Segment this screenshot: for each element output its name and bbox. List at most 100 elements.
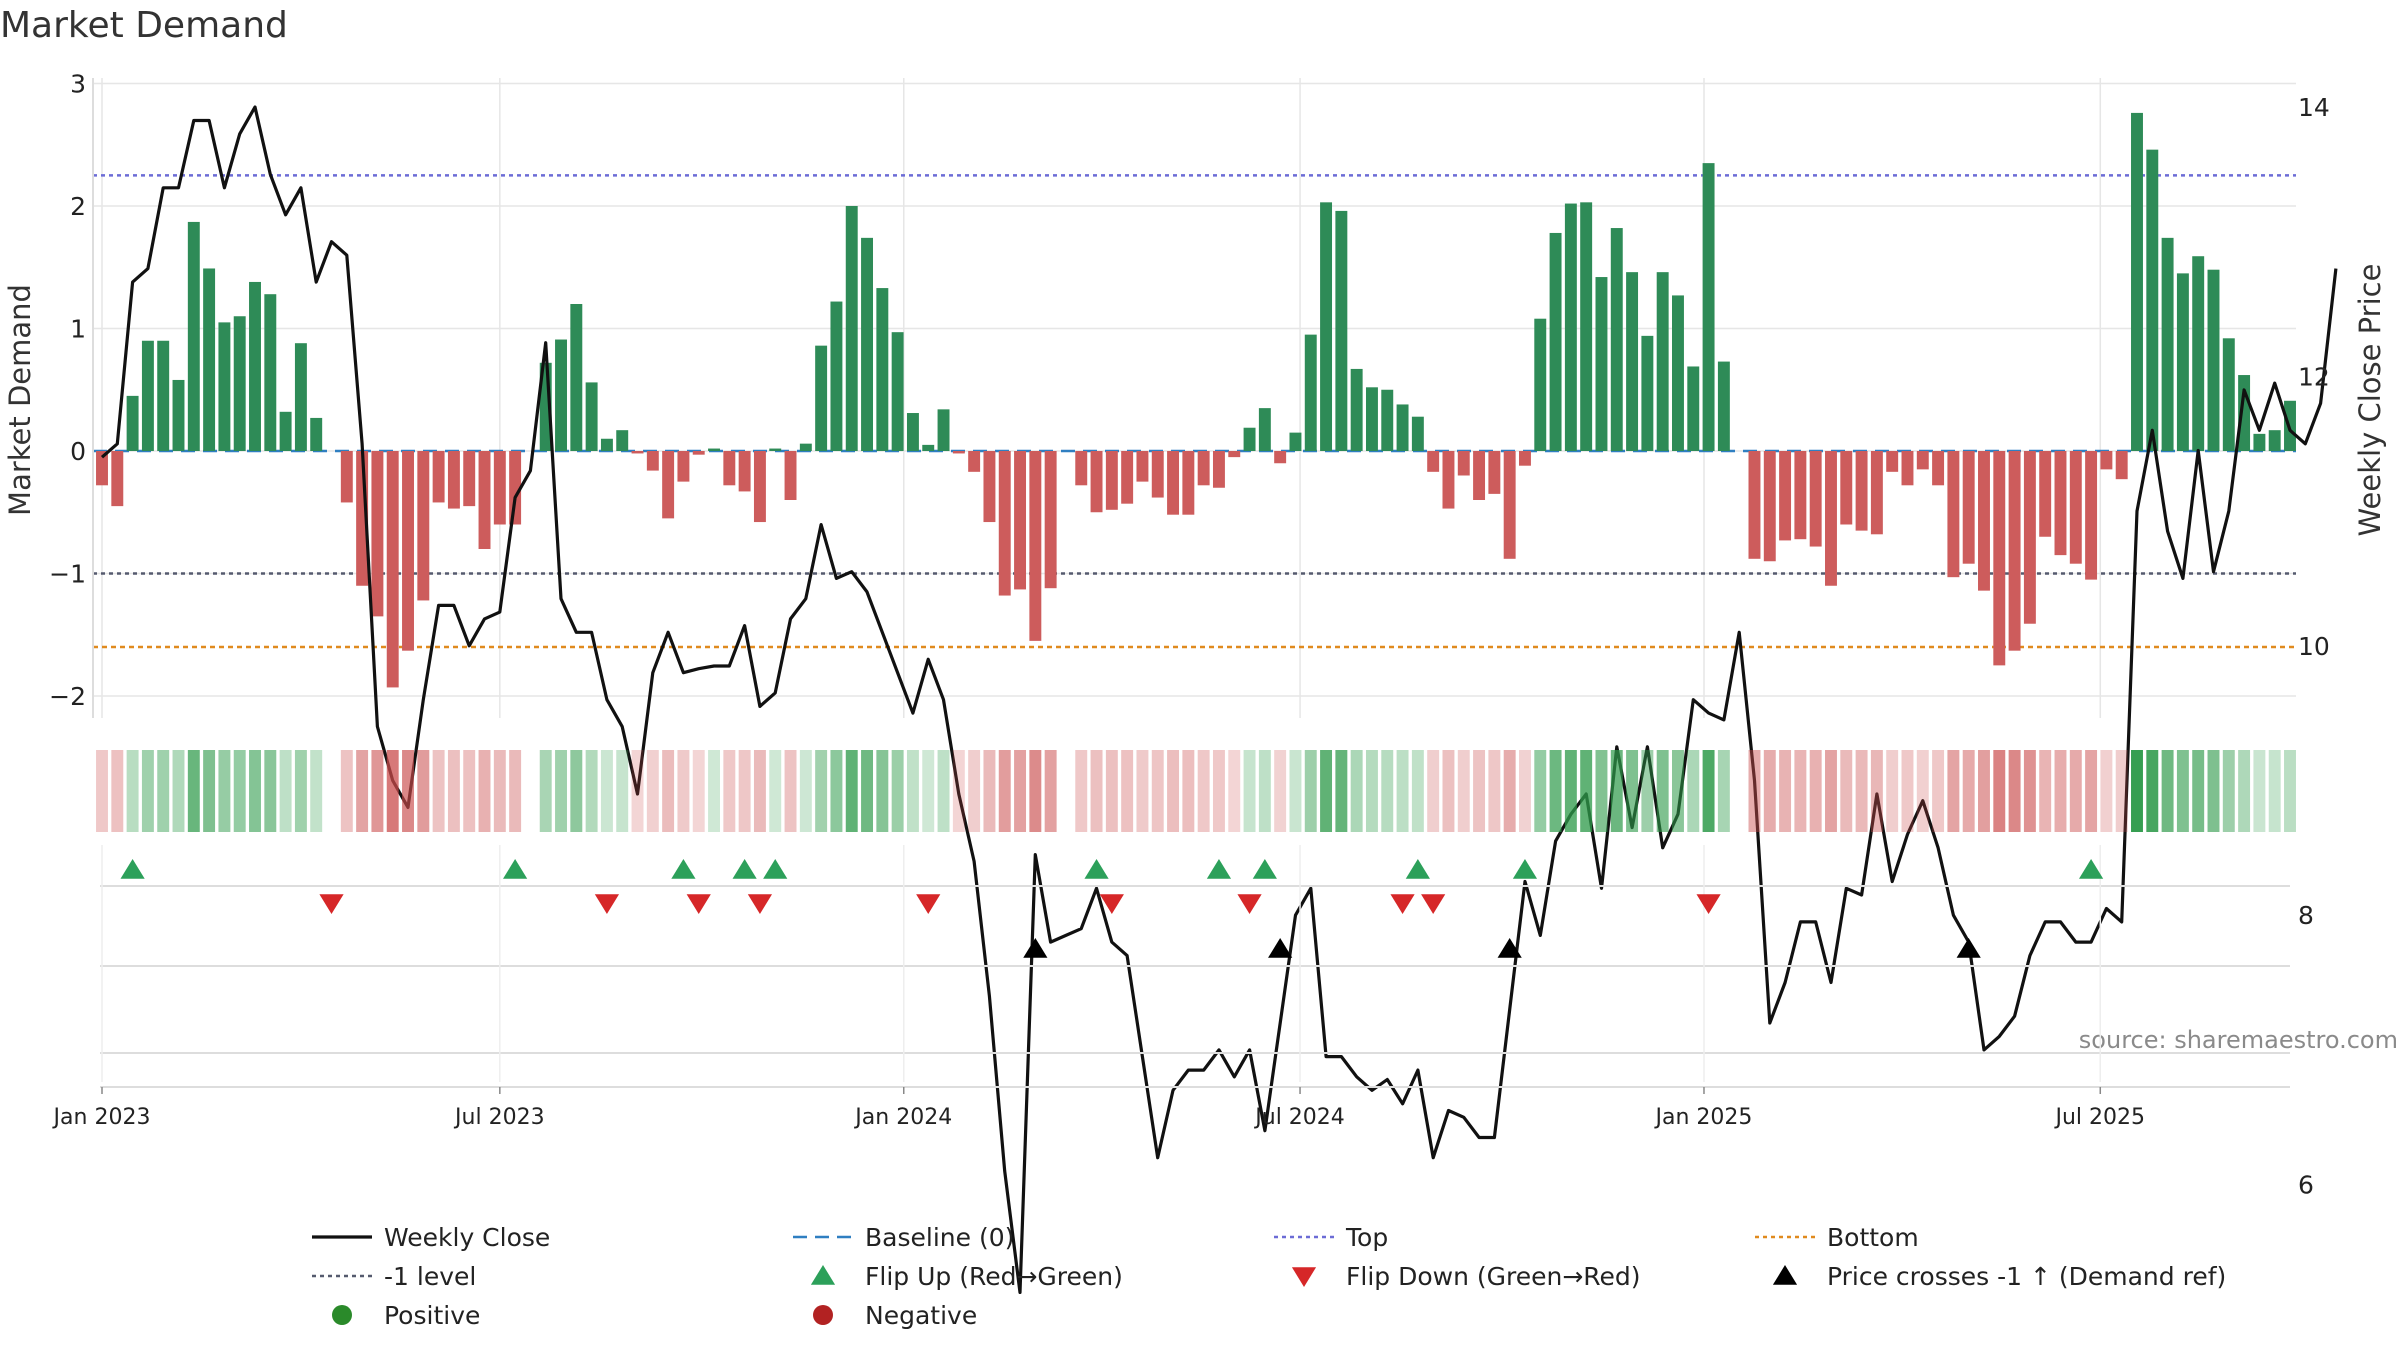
strip-cell [1748,750,1761,832]
demand-bar [1962,451,1975,564]
strip-cell [1978,750,1990,832]
demand-bar [1442,451,1455,509]
demand-bar [371,451,384,617]
demand-bar [1381,389,1394,451]
demand-bar [1717,361,1730,451]
demand-bar [1901,451,1914,486]
legend-label: Flip Up (Red→Green) [865,1262,1123,1291]
strip-cell [983,750,996,832]
demand-bar [356,451,369,586]
y-tick-label-left: 1 [70,315,86,344]
strip-cell [1656,750,1669,832]
strip-cell [417,750,430,832]
flip-up-marker [671,859,696,879]
demand-bar [1488,451,1501,494]
y-axis-left-label: Market Demand [3,284,37,516]
demand-bar [2131,112,2143,452]
strip-cell [279,750,292,832]
y-tick-label-right: 6 [2298,1171,2314,1200]
demand-bar [1258,408,1271,451]
strip-cell [1595,750,1608,832]
demand-bar [1411,416,1424,451]
strip-cell [708,750,720,832]
demand-bar [1641,335,1654,451]
strip-cell [738,750,751,832]
strip-cell [1779,750,1792,832]
x-axis-ticks: Jan 2023 Jul 2023 Jan 2024 Jul 2024 Jan 2025… [52,1087,2145,1130]
demand-bar [1809,451,1822,547]
demand-bar [1350,368,1363,451]
strip-cell [753,750,766,832]
flip-down-marker [916,894,941,914]
strip-cell [830,750,843,832]
flip-up-marker [503,859,528,879]
demand-bar [96,451,108,486]
strip-cell [952,750,965,832]
demand-bar [937,409,950,451]
reference-lines [93,174,2296,649]
demand-bar [2176,273,2189,451]
demand-bar [906,413,919,451]
demand-bar [1212,451,1225,488]
strip-cell [294,750,307,832]
strip-cell [1947,750,1960,832]
demand-bar [2115,451,2128,480]
strip-cell [799,750,812,832]
demand-bar [1151,451,1164,498]
strip-cell [723,750,736,832]
demand-bar [463,451,476,507]
flip-down-marker [747,894,773,914]
demand-bar [340,451,353,503]
demand-bar [203,268,216,451]
demand-bar [1167,451,1180,515]
flip-up-marker [732,859,757,879]
demand-bar [249,281,261,451]
demand-bar [2100,451,2113,470]
flip-down-marker [686,894,711,914]
y-tick-label-right: 10 [2298,632,2330,661]
demand-bar [1503,451,1516,559]
strip-cell [1274,750,1287,832]
demand-bar [1779,451,1792,541]
x-tick-label: Jan 2023 [52,1105,151,1130]
legend-label: Weekly Close [384,1223,550,1252]
strip-cell [769,750,782,832]
legend-swatch-triangle-up [810,1265,836,1285]
demand-bar [1365,387,1378,451]
demand-bar [600,438,613,451]
x-tick-label: Jan 2025 [1654,1105,1753,1130]
demand-bar [126,395,139,451]
strip-cell [2222,750,2235,832]
demand-bar [1121,451,1134,504]
demand-bar [1626,272,1639,451]
strip-cell [1075,750,1088,832]
strip-cell [968,750,981,832]
strip-cell [141,750,154,832]
demand-bar [1289,432,1302,451]
demand-bar [233,316,246,451]
flip-up-marker [1252,859,1277,879]
strip-cell [1901,750,1914,832]
strip-cell [662,750,675,832]
demand-bar [983,451,996,523]
strip-cell [1870,750,1883,832]
demand-bar [2161,237,2174,451]
demand-bar [2253,433,2266,451]
strip-cell [998,750,1011,832]
strip-cell [845,750,858,832]
strip-cell [692,750,705,832]
x-tick-label: Jul 2025 [2054,1105,2146,1130]
strip-cell [1442,750,1455,832]
demand-bar [891,332,904,451]
strip-cell [1687,750,1700,832]
weekly-close-series [100,105,2338,1295]
demand-bar [1304,334,1317,451]
demand-bar [294,343,307,451]
y-tick-label-left: 2 [70,192,86,221]
strip-cell [1212,750,1225,832]
strip-cell [1702,750,1715,832]
demand-bar [1105,451,1118,510]
strip-cell [1151,750,1164,832]
demand-bar [1090,451,1103,513]
strip-cell [1182,750,1195,832]
